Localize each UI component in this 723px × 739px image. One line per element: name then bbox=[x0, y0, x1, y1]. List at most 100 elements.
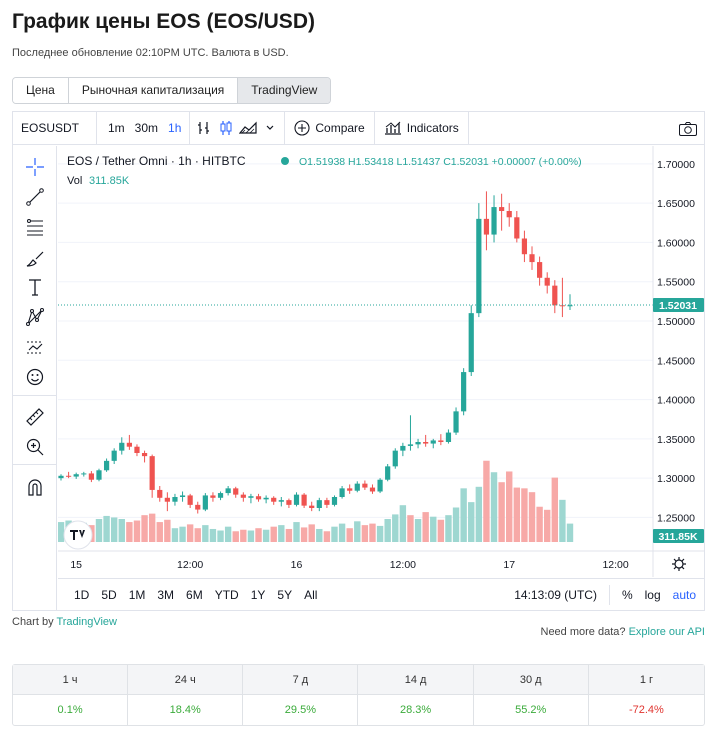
candle-body bbox=[111, 450, 117, 461]
interval-1h[interactable]: 1h bbox=[168, 120, 182, 135]
volume-bar bbox=[468, 502, 475, 542]
volume-bar bbox=[376, 525, 384, 542]
attribution-prefix: Chart by bbox=[12, 616, 57, 628]
y-tick-label: 1.45000 bbox=[657, 355, 695, 367]
candle-body bbox=[476, 218, 482, 314]
range-5y[interactable]: 5Y bbox=[277, 587, 293, 602]
candle-body bbox=[141, 453, 148, 457]
candle-body bbox=[126, 442, 132, 447]
range-1d[interactable]: 1D bbox=[74, 587, 90, 602]
volume-value: 311.85K bbox=[89, 175, 130, 187]
settings-gear-icon[interactable] bbox=[672, 557, 686, 571]
range-all[interactable]: All bbox=[304, 587, 318, 602]
last-price-tag: 1.52031 bbox=[653, 298, 704, 313]
current-time: 14:13:09 (UTC) bbox=[514, 588, 597, 602]
candle-body bbox=[430, 440, 436, 444]
auto-toggle[interactable]: auto bbox=[672, 588, 696, 602]
crosshair-icon[interactable] bbox=[24, 156, 46, 178]
candle-body bbox=[179, 495, 186, 497]
volume-bar bbox=[300, 527, 308, 542]
area-style-icon[interactable] bbox=[237, 112, 259, 145]
range-ytd[interactable]: YTD bbox=[214, 587, 239, 602]
candle-body bbox=[195, 504, 201, 510]
range-5d[interactable]: 5D bbox=[101, 587, 117, 602]
candle-body bbox=[407, 444, 414, 446]
candle-body bbox=[96, 470, 102, 480]
volume-bar bbox=[460, 488, 467, 542]
candle-body bbox=[514, 217, 520, 239]
percent-toggle[interactable]: % bbox=[621, 588, 633, 602]
candle-body bbox=[119, 442, 125, 451]
tradingview-link[interactable]: TradingView bbox=[56, 616, 117, 628]
log-toggle[interactable]: log bbox=[644, 588, 661, 602]
candle-body bbox=[339, 488, 345, 497]
candle-body bbox=[468, 313, 474, 373]
volume-bar bbox=[331, 526, 338, 542]
volume-bar bbox=[475, 486, 483, 542]
zoom-icon[interactable] bbox=[24, 436, 46, 458]
text-icon[interactable] bbox=[24, 276, 46, 298]
last-price-text: 1.52031 bbox=[659, 300, 697, 312]
candle-style-icon[interactable] bbox=[215, 112, 237, 145]
ruler-icon[interactable] bbox=[24, 406, 46, 428]
symbol-search[interactable]: EOSUSDT bbox=[13, 111, 97, 145]
forecast-icon[interactable] bbox=[24, 336, 46, 358]
toolbar-divider bbox=[373, 111, 375, 145]
volume-bar bbox=[392, 514, 399, 542]
trend-line-icon[interactable] bbox=[24, 186, 46, 208]
x-tick-label: 12:00 bbox=[390, 559, 416, 571]
toolbar-divider bbox=[467, 111, 469, 145]
price-chart[interactable]: 1.70000 1.65000 1.60000 1.55000 1.50000 1.450… bbox=[57, 146, 723, 577]
bar-style-icon[interactable] bbox=[193, 112, 215, 145]
volume-bar bbox=[57, 522, 65, 542]
tradingview-logo[interactable] bbox=[63, 520, 93, 550]
tab-price[interactable]: Цена bbox=[13, 78, 69, 103]
range-1y[interactable]: 1Y bbox=[250, 587, 266, 602]
tab-market-cap[interactable]: Рыночная капитализация bbox=[68, 78, 239, 103]
candle-body bbox=[491, 207, 497, 235]
volume-bar bbox=[399, 505, 407, 542]
candle-body bbox=[347, 488, 353, 491]
fib-icon[interactable] bbox=[24, 216, 46, 238]
snapshot-button[interactable] bbox=[678, 112, 698, 145]
x-tick-label: 12:00 bbox=[177, 559, 203, 571]
interval-1m[interactable]: 1m bbox=[108, 120, 125, 135]
candle-body bbox=[453, 411, 459, 433]
volume-bar bbox=[498, 482, 505, 542]
api-link[interactable]: Explore our API bbox=[628, 626, 705, 638]
toolbar-divider bbox=[189, 111, 191, 145]
candle-body bbox=[58, 475, 64, 479]
volume-bar bbox=[354, 521, 361, 542]
volume-bar bbox=[566, 523, 574, 542]
candle-body bbox=[567, 305, 573, 307]
candle-body bbox=[301, 494, 307, 506]
range-6m[interactable]: 6M bbox=[186, 587, 203, 602]
candle-body bbox=[248, 496, 254, 498]
pattern-icon[interactable] bbox=[24, 306, 46, 328]
tab-tradingview[interactable]: TradingView bbox=[238, 78, 331, 103]
indicators-button[interactable]: Indicators bbox=[378, 112, 465, 145]
candle-body bbox=[506, 211, 512, 218]
candle-body bbox=[134, 446, 140, 453]
volume-bar bbox=[445, 515, 452, 542]
candle-body bbox=[385, 466, 391, 480]
range-3m[interactable]: 3M bbox=[157, 587, 175, 602]
chart-pane[interactable]: 1.70000 1.65000 1.60000 1.55000 1.50000 1.450… bbox=[57, 146, 723, 577]
chart-toolbar: EOSUSDT 1m 30m 1h Compare Indicators bbox=[13, 111, 704, 145]
candle-body bbox=[331, 497, 338, 505]
volume-bar bbox=[513, 487, 521, 542]
interval-30m[interactable]: 30m bbox=[134, 120, 159, 135]
volume-bar bbox=[171, 528, 179, 542]
compare-button[interactable]: Compare bbox=[288, 112, 370, 145]
magnet-icon[interactable] bbox=[24, 476, 46, 498]
volume-bar bbox=[506, 471, 513, 542]
perf-header-30d: 30 д bbox=[473, 665, 589, 695]
range-1m[interactable]: 1M bbox=[128, 587, 146, 602]
volume-bar bbox=[559, 499, 566, 542]
emoji-icon[interactable] bbox=[24, 366, 46, 388]
chevron-down-icon[interactable] bbox=[259, 112, 281, 145]
candle-body bbox=[81, 473, 87, 475]
candle-body bbox=[309, 505, 315, 508]
candle-body bbox=[278, 500, 284, 502]
brush-icon[interactable] bbox=[24, 247, 46, 269]
